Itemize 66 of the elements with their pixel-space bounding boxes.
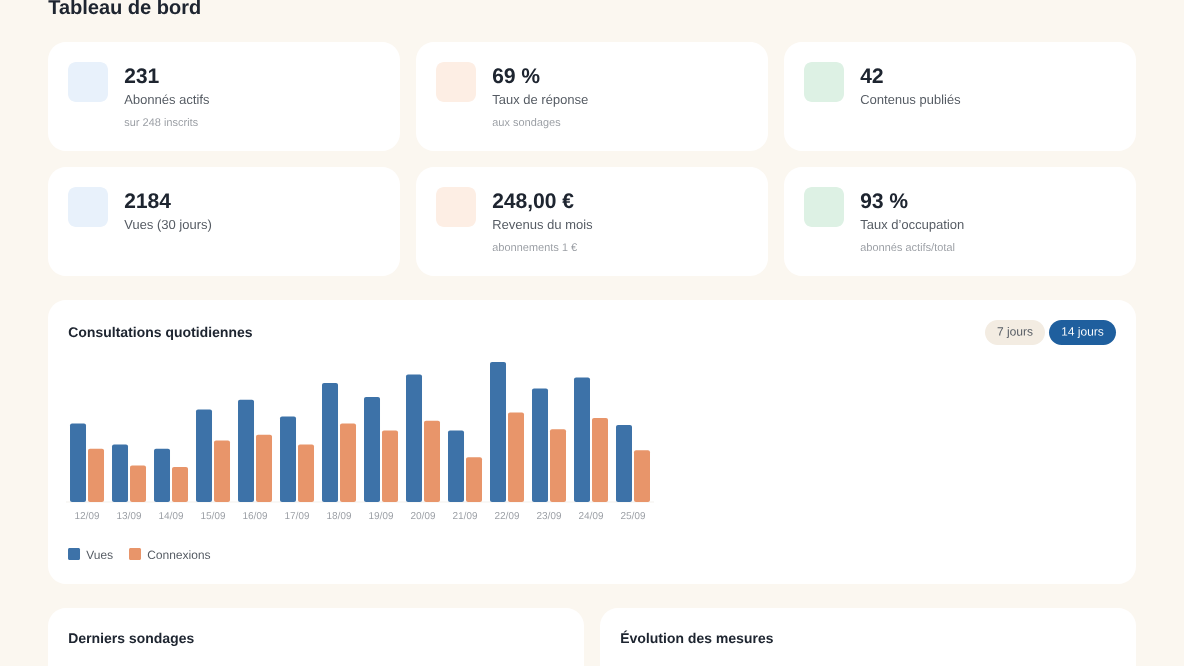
bar [172,466,189,502]
text: 7 jours [997,326,1033,339]
bar [298,444,315,502]
text: Contenus publiés [860,94,961,107]
bar [490,361,507,502]
text: abonnés actifs/total [860,242,955,252]
bar [634,450,650,502]
bar [574,377,590,502]
text: Vues (30 jours) [124,219,212,232]
text: sur 248 inscrits [124,118,198,127]
bar [196,409,213,502]
bar [550,429,566,502]
bar [322,382,339,502]
bar [280,416,297,502]
bar [406,374,423,502]
x-tick-label: 22/09 [495,511,520,520]
bar [448,430,465,502]
text: 14 jours [1062,326,1104,339]
text: Abonnés actifs [124,94,209,105]
bar [532,388,549,502]
x-tick-label: 19/09 [369,511,394,520]
bar [130,465,147,502]
x-tick-label: 23/09 [537,511,562,520]
text: 231 [124,68,159,84]
legend-label: Vues [86,550,113,560]
legend-label: Connexions [147,550,211,560]
text: Évolution des mesures [621,630,773,644]
x-tick-label: 13/09 [117,511,142,520]
bar [364,396,381,502]
bar [424,420,440,502]
text: 248,00 € [492,193,574,212]
text: Tableau de bord [48,0,200,15]
text: Taux de réponse [492,94,588,107]
text: Taux d’occupation [860,219,964,232]
bar [88,448,105,502]
bar [382,430,399,502]
bar [616,424,632,502]
text: 42 [860,68,883,83]
bar [214,440,231,502]
x-tick-label: 12/09 [75,511,100,520]
x-tick-label: 24/09 [578,511,604,520]
text: 2184 [124,193,171,209]
bar [340,423,357,502]
text: Derniers sondages [69,632,194,646]
bar [592,417,608,502]
x-tick-label: 21/09 [453,511,478,520]
bar [238,399,255,502]
bar [112,444,129,502]
text: abonnements 1 € [492,243,578,252]
x-tick-label: 14/09 [159,511,184,520]
x-tick-label: 17/09 [285,511,310,520]
text: 69 % [492,68,540,84]
chart-title: Consultations quotidiennes [68,326,252,340]
x-tick-label: 15/09 [201,511,226,520]
x-tick-label: 25/09 [620,511,646,520]
bar [70,423,87,502]
bar [256,434,273,502]
x-tick-label: 18/09 [327,511,352,520]
bar [154,448,171,502]
text: aux sondages [492,118,561,129]
bar [466,457,482,502]
bar [508,412,524,502]
text: 93 % [860,193,908,209]
x-tick-label: 20/09 [411,511,436,520]
x-tick-label: 16/09 [243,511,268,520]
text: Revenus du mois [493,219,593,230]
